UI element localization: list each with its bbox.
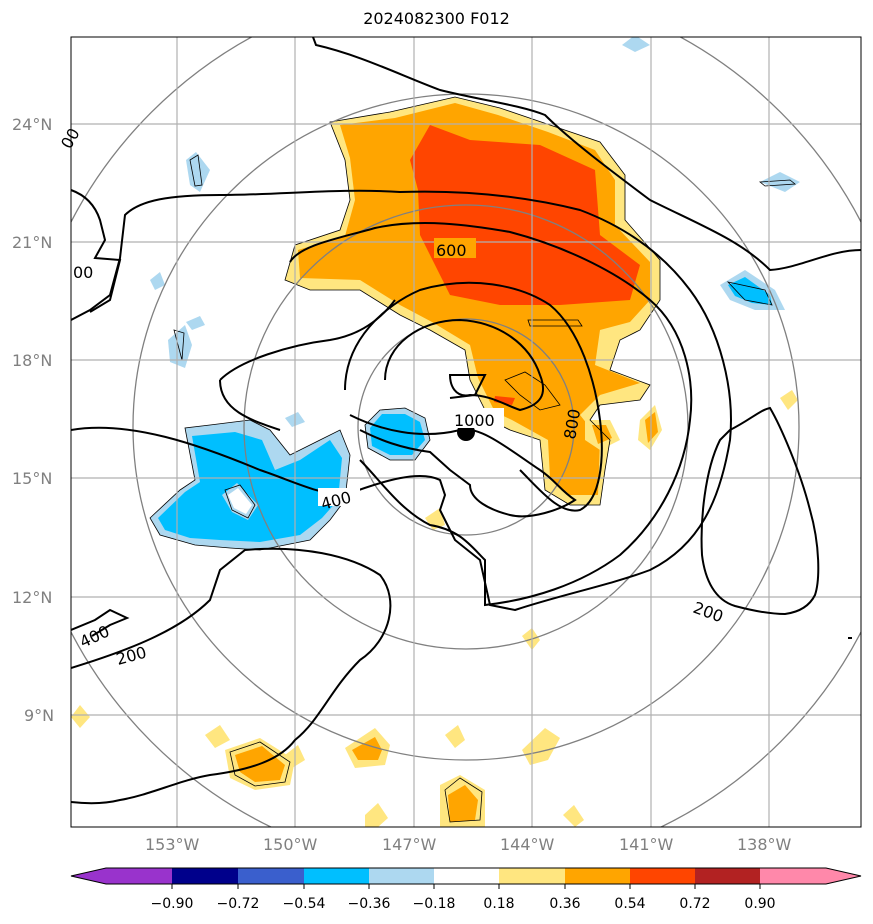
lon-label-138w: 138°W xyxy=(737,835,792,854)
thick-contours xyxy=(71,37,861,805)
colorbar-tick: 0.54 xyxy=(614,896,645,912)
colorbar-tick: −0.90 xyxy=(151,896,194,912)
contour-label-partial-west: 00 xyxy=(73,263,93,282)
contour-label-600: 600 xyxy=(436,241,467,260)
colorbar-tick: −0.72 xyxy=(217,896,260,912)
map-border xyxy=(70,36,862,828)
lat-label-21n: 21°N xyxy=(12,233,52,252)
contour-label-1000: 1000 xyxy=(454,411,495,430)
lon-label-150w: 150°W xyxy=(263,835,318,854)
colorbar-tick: −0.36 xyxy=(348,896,391,912)
colorbar-tick: −0.18 xyxy=(413,896,456,912)
positive-shading xyxy=(71,97,798,827)
lon-label-144w: 144°W xyxy=(500,835,555,854)
lon-label-153w: 153°W xyxy=(145,835,200,854)
colorbar-tick: 0.72 xyxy=(679,896,710,912)
colorbar-extend-low xyxy=(71,868,106,884)
shading-outlines xyxy=(149,96,797,823)
colorbar-extend-high xyxy=(826,868,861,884)
colorbar-tick: 0.36 xyxy=(549,896,580,912)
colorbar: −0.90 −0.72 −0.54 −0.36 −0.18 0.18 0.36 … xyxy=(70,867,862,912)
lon-label-141w: 141°W xyxy=(619,835,674,854)
lat-label-18n: 18°N xyxy=(12,351,52,370)
range-rings xyxy=(71,37,861,827)
latitude-labels: 24°N 21°N 18°N 15°N 12°N 9°N xyxy=(12,115,54,725)
map-title: 2024082300 F012 xyxy=(363,9,510,28)
lat-label-24n: 24°N xyxy=(12,115,52,134)
colorbar-tick: 0.90 xyxy=(744,896,775,912)
colorbar-tick: −0.54 xyxy=(283,896,326,912)
lat-label-9n: 9°N xyxy=(24,706,54,725)
lat-label-12n: 12°N xyxy=(12,588,52,607)
longitude-labels: 153°W 150°W 147°W 144°W 141°W 138°W xyxy=(145,835,792,854)
lat-label-15n: 15°N xyxy=(12,469,52,488)
colorbar-tick: 0.18 xyxy=(483,896,514,912)
lon-label-147w: 147°W xyxy=(382,835,437,854)
